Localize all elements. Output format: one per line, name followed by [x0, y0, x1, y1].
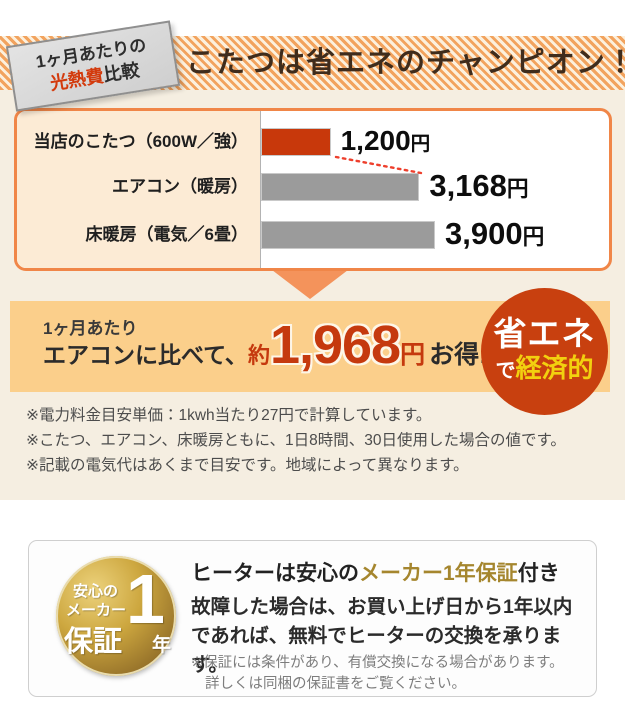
- chart-value: 3,168円: [429, 167, 529, 203]
- eco-badge-keizaiteki: 経済的: [515, 353, 594, 383]
- footnote-line: ※記載の電気代はあくまで目安です。地域によって異なります。: [26, 457, 469, 474]
- warranty-title-highlight: メーカー1年保証: [359, 562, 518, 585]
- savings-unit: 円: [400, 341, 426, 369]
- medal-line3: 保証: [64, 626, 123, 658]
- warranty-note: ※保証には条件があり、有償交換になる場合があります。詳しくは同梱の保証書をご覧く…: [191, 653, 564, 695]
- warranty-title-prefix: ヒーターは安心の: [191, 562, 359, 585]
- medal-line1: 安心の: [73, 583, 119, 600]
- bar-connector-dotted-line: [334, 155, 423, 175]
- chart-bar: [261, 173, 420, 201]
- savings-compare-text: エアコンに比べて、: [43, 342, 248, 368]
- medal-big-number: 1: [126, 560, 165, 638]
- page-title: こたつは省エネのチャンピオン！: [186, 47, 625, 79]
- down-arrow-icon: [272, 270, 348, 299]
- one-year-warranty-medal-icon: 安心の メーカー 保証 1 年: [56, 556, 176, 676]
- footnote-line: ※こたつ、エアコン、床暖房ともに、1日8時間、30日使用した場合の値です。: [26, 432, 566, 449]
- eco-badge-line2: で経済的: [495, 352, 593, 387]
- chart-label-column: [17, 111, 261, 268]
- chart-bar-zone: 1,200円: [261, 124, 609, 156]
- warranty-card: 安心の メーカー 保証 1 年 ヒーターは安心のメーカー1年保証付き 故障した場…: [28, 540, 597, 697]
- eco-badge-de: で: [495, 360, 516, 382]
- savings-amount: 1,968: [269, 315, 401, 375]
- savings-approx: 約: [247, 343, 270, 368]
- warranty-title: ヒーターは安心のメーカー1年保証付き: [191, 557, 560, 587]
- chart-row: エアコン（暖房） 3,168円: [17, 167, 609, 203]
- warranty-note-line: ※保証には条件があり、有償交換になる場合があります。: [191, 655, 564, 671]
- compare-badge-rest: 比較: [102, 59, 141, 86]
- savings-line2: エアコンに比べて、約1,968円 お得!: [43, 318, 488, 385]
- warranty-body: 故障した場合は、お買い上げ日から1年以内であれば、無料でヒーターの交換を承ります…: [191, 596, 573, 676]
- chart-bar: [261, 128, 331, 156]
- cost-comparison-chart: 当店のこたつ（600W／強） 1,200円エアコン（暖房） 3,168円床暖房（電気…: [14, 108, 612, 271]
- eco-badge-line1: 省エネ: [493, 315, 596, 352]
- footnotes: ※電力料金目安単価：1kwh当たり27円で計算しています。 ※こたつ、エアコン、床…: [26, 403, 566, 478]
- medal-line2: メーカー: [66, 602, 127, 619]
- savings-suffix: お得!: [429, 341, 488, 369]
- chart-row-label: 当店のこたつ（600W／強）: [33, 132, 248, 151]
- chart-bar-zone: 3,900円: [261, 215, 609, 251]
- chart-row: 当店のこたつ（600W／強） 1,200円: [17, 124, 609, 156]
- chart-value: 1,200円: [340, 124, 431, 156]
- chart-row-label: 床暖房（電気／6畳）: [85, 225, 248, 244]
- eco-economy-badge: 省エネ で経済的: [481, 288, 608, 415]
- chart-value: 3,900円: [445, 215, 545, 251]
- savings-line1: 1ヶ月あたり: [43, 319, 138, 338]
- chart-bar: [261, 221, 435, 249]
- warranty-title-suffix: 付き: [517, 562, 560, 585]
- warranty-note-line: 詳しくは同梱の保証書をご覧ください。: [205, 676, 466, 692]
- chart-bar-zone: 3,168円: [261, 167, 609, 203]
- compare-badge-highlight: 光熱費: [48, 65, 106, 94]
- medal-year-unit: 年: [152, 635, 172, 656]
- chart-row-label: エアコン（暖房）: [112, 177, 248, 196]
- chart-row: 床暖房（電気／6畳） 3,900円: [17, 215, 609, 251]
- footnote-line: ※電力料金目安単価：1kwh当たり27円で計算しています。: [26, 407, 432, 424]
